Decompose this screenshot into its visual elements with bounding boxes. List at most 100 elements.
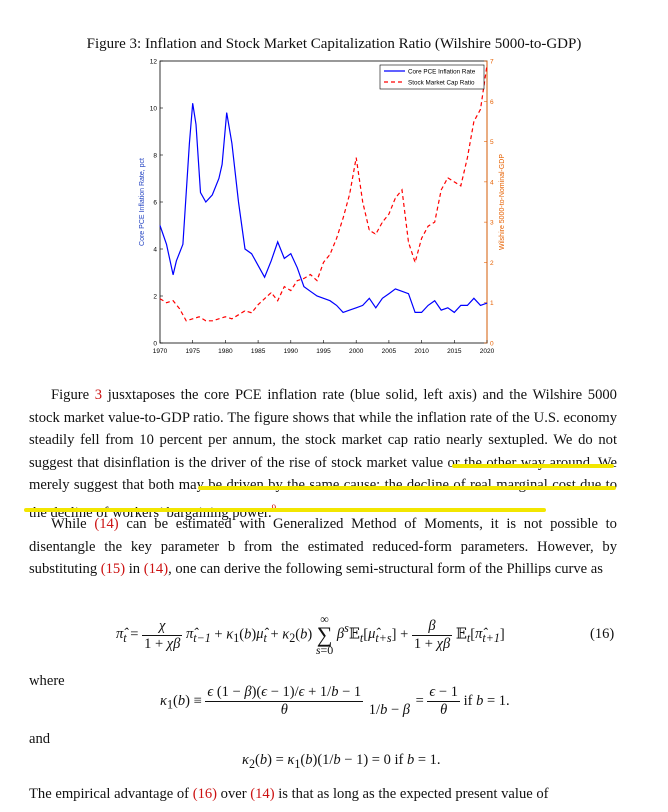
marketcap-point xyxy=(166,302,167,303)
y-tick-label-left: 8 xyxy=(153,153,157,160)
inflation-point xyxy=(342,312,344,313)
inflation-point xyxy=(257,265,259,266)
inflation-point xyxy=(218,178,220,179)
paragraph-empirical-advantage: The empirical advantage of (16) over (14… xyxy=(29,786,549,802)
inflation-point xyxy=(395,288,396,290)
inflation-point xyxy=(434,300,436,301)
equation-ref[interactable]: (14) xyxy=(250,786,275,802)
y-tick-label-right: 0 xyxy=(490,341,494,348)
x-tick-label: 1970 xyxy=(153,348,168,355)
inflation-marketcap-chart: 1970 1975 1980 1985 1990 1995 2000 2005 2010 2015… xyxy=(139,59,506,356)
marketcap-point xyxy=(277,300,278,301)
y-tick-label-left: 0 xyxy=(153,341,157,348)
inflation-point xyxy=(270,260,272,262)
marketcap-point xyxy=(198,316,200,318)
and-text: and xyxy=(29,731,51,747)
marketcap-point xyxy=(244,310,246,312)
inflation-point xyxy=(375,307,377,309)
marketcap-point xyxy=(192,318,193,320)
y-axis-label-left: Core PCE Inflation Rate, pct xyxy=(139,158,146,246)
paragraph-semi-structural: While (14) can be estimated with General… xyxy=(29,516,617,578)
marketcap-point xyxy=(421,238,422,239)
marketcap-point xyxy=(316,280,318,281)
inflation-point xyxy=(427,305,429,306)
marketcap-point xyxy=(447,177,449,179)
inflation-point xyxy=(297,267,298,269)
equation-ref[interactable]: (15) xyxy=(100,561,126,578)
inflation-point xyxy=(460,305,462,306)
marketcap-point xyxy=(414,262,416,263)
y-axis-label-right: Wilshire 5000-to-Nominal-GDP xyxy=(499,154,506,250)
inflation-point xyxy=(303,286,305,287)
inflation-point xyxy=(355,307,357,309)
x-tick-label: 1980 xyxy=(218,348,233,355)
marketcap-point xyxy=(212,320,213,322)
inflation-point xyxy=(369,298,370,299)
inflation-point xyxy=(336,305,337,306)
marketcap-point xyxy=(382,221,383,223)
marketcap-point xyxy=(408,242,409,243)
marketcap-point xyxy=(303,278,305,279)
marketcap-point xyxy=(388,213,390,215)
x-tick-label: 1995 xyxy=(316,348,331,355)
y-tick-label-left: 10 xyxy=(150,106,158,113)
y-tick-label-left: 12 xyxy=(150,59,158,66)
marketcap-point xyxy=(460,185,462,187)
marketcap-point xyxy=(159,298,161,299)
inflation-point xyxy=(200,192,201,193)
inflation-point xyxy=(421,312,422,313)
marketcap-point xyxy=(179,308,180,310)
y-tick-label-left: 4 xyxy=(153,247,157,254)
inflation-point xyxy=(182,244,184,245)
marketcap-point xyxy=(231,318,233,320)
inflation-point xyxy=(414,312,416,313)
marketcap-line xyxy=(159,64,488,322)
legend: Core PCE Inflation Rate Stock Market Cap… xyxy=(379,64,485,90)
y-tick-label-right: 4 xyxy=(490,179,494,186)
x-tick-label: 1985 xyxy=(251,348,266,355)
y-tick-label-right: 5 xyxy=(490,139,494,146)
marketcap-point xyxy=(310,274,311,275)
equation-ref[interactable]: (14) xyxy=(143,561,169,578)
inflation-point xyxy=(226,112,227,113)
equation-ref[interactable]: (16) xyxy=(192,786,218,802)
inflation-point xyxy=(238,201,239,203)
figure-ref[interactable]: 3 xyxy=(94,387,103,403)
inflation-point xyxy=(172,274,174,276)
marketcap-point xyxy=(257,304,259,305)
inflation-point xyxy=(310,291,311,292)
plot-area xyxy=(159,60,488,344)
inflation-point xyxy=(480,305,481,306)
footnote-mark[interactable]: 9 xyxy=(272,503,277,513)
where-text: where xyxy=(29,673,65,689)
legend-label-inflation: Core PCE Inflation Rate xyxy=(408,69,476,76)
inflation-point xyxy=(176,260,177,262)
inflation-point xyxy=(251,253,252,254)
marketcap-point xyxy=(185,320,187,322)
marketcap-point xyxy=(225,316,226,318)
x-tick-label: 1990 xyxy=(284,348,299,355)
marketcap-point xyxy=(467,157,468,158)
inflation-point xyxy=(382,298,383,299)
marketcap-point xyxy=(323,262,324,263)
y-tick-label-right: 3 xyxy=(490,220,494,227)
inflation-point xyxy=(277,241,278,243)
marketcap-point xyxy=(434,221,436,223)
legend-label-marketcap: Stock Market Cap Ratio xyxy=(408,80,475,87)
marketcap-point xyxy=(349,193,350,195)
inflation-point xyxy=(264,276,265,278)
inflation-point xyxy=(189,143,190,144)
marketcap-point xyxy=(251,312,252,314)
marketcap-point xyxy=(486,64,488,66)
inflation-point xyxy=(231,143,233,144)
marketcap-point xyxy=(401,189,403,191)
equation-ref[interactable]: (14) xyxy=(94,516,119,532)
inflation-point xyxy=(473,298,475,299)
inflation-point xyxy=(486,302,488,304)
inflation-point xyxy=(362,305,363,306)
y-tick-label-left: 2 xyxy=(153,294,157,301)
inflation-point xyxy=(205,201,207,203)
inflation-point xyxy=(323,298,324,299)
inflation-point xyxy=(212,194,213,196)
inflation-point xyxy=(244,248,246,250)
